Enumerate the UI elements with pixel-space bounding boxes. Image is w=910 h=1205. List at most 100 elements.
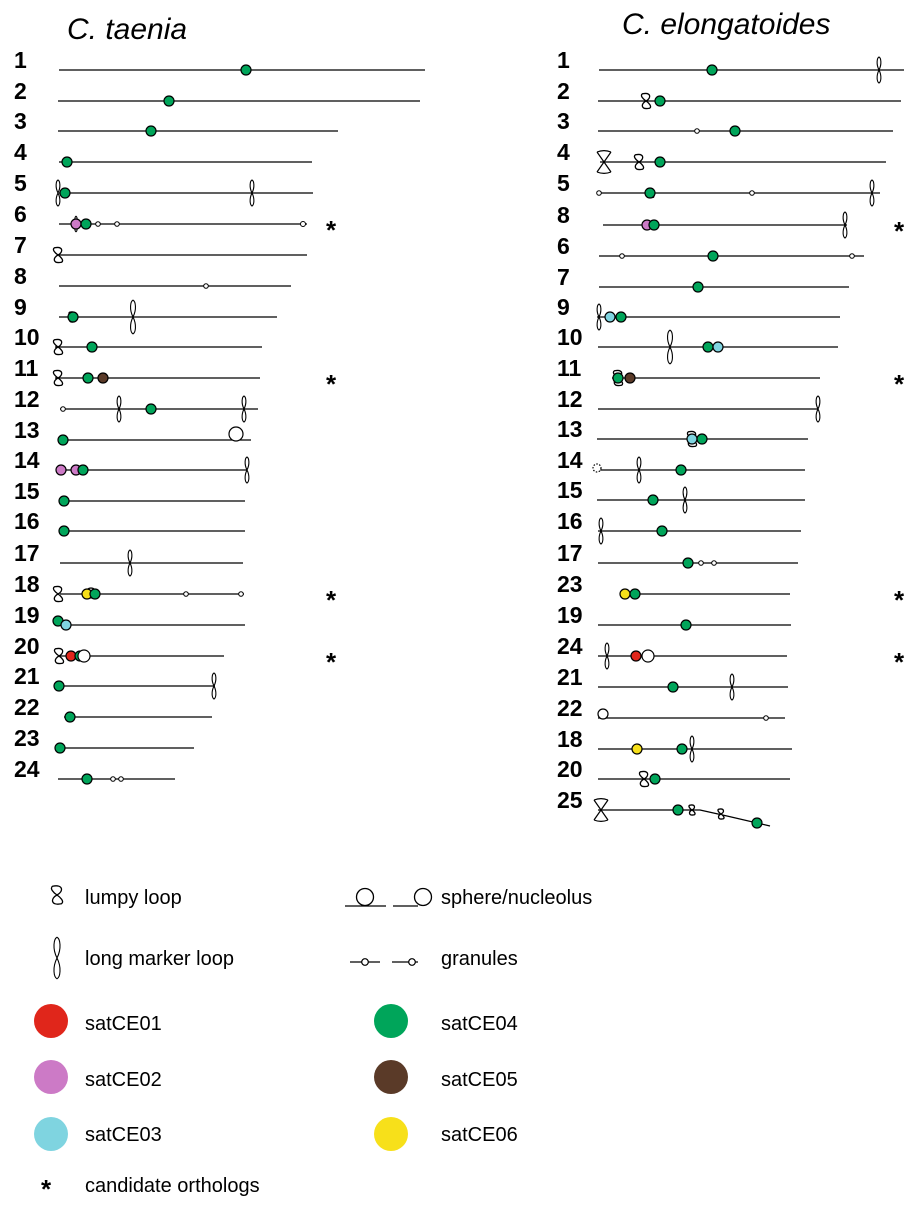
legend-label-sphere: sphere/nucleolus xyxy=(441,887,592,909)
chromosome-number: 23 xyxy=(14,725,40,751)
chromosome-number: 7 xyxy=(14,232,27,258)
legend-label-satce04: satCE04 xyxy=(441,1013,518,1035)
panel-c-elongatoides: 123458*6791011*12131415161723*1924*21221… xyxy=(557,47,905,829)
chromosome-row-9: 9 xyxy=(14,294,277,335)
legend-swatch-satce05 xyxy=(374,1060,408,1094)
legend-label-satce02: satCE02 xyxy=(85,1069,162,1091)
chromosome-number: 4 xyxy=(14,139,27,165)
long-marker-loop-icon xyxy=(682,486,688,514)
signal-satce01 xyxy=(630,650,642,662)
chromosome-number: 9 xyxy=(14,294,27,320)
signal-satce04 xyxy=(648,219,660,231)
chromosome-row-11: 11 * xyxy=(557,355,905,399)
chromosome-row-19: 19 xyxy=(14,602,245,631)
chromosome-row-25: 25 xyxy=(557,787,771,829)
signal-satce04 xyxy=(696,433,708,445)
legend-swatch-satce06 xyxy=(374,1117,408,1151)
chromosome-number: 11 xyxy=(14,355,39,381)
sphere-icon xyxy=(641,649,655,663)
bow-loop-icon xyxy=(596,149,612,175)
chromosome-row-18: 18 * xyxy=(14,571,337,615)
chromosome-number: 25 xyxy=(557,787,583,813)
signal-satce04 xyxy=(77,464,89,476)
long-marker-loop-icon xyxy=(636,456,642,484)
signal-satce04 xyxy=(692,281,704,293)
chromosome-row-8: 8 xyxy=(14,263,291,289)
chromosome-number: 3 xyxy=(14,108,27,134)
long-marker-loop-icon xyxy=(249,179,255,207)
signal-satce04 xyxy=(667,681,679,693)
chromosome-row-14: 14 xyxy=(14,447,250,484)
chromosome-number: 13 xyxy=(557,416,583,442)
granule-icon xyxy=(238,591,244,597)
chromosome-row-23: 23 xyxy=(14,725,194,754)
chromosome-number: 12 xyxy=(14,386,40,412)
chromosome-row-24: 24 * xyxy=(557,633,905,677)
chromosome-row-5: 5 xyxy=(557,170,880,207)
granules-legend-icon xyxy=(350,958,418,966)
legend: lumpy loop sphere/nucleolus long marker lo… xyxy=(34,885,592,1204)
legend-label-satce01: satCE01 xyxy=(85,1013,162,1035)
chromosome-row-15: 15 xyxy=(557,477,805,514)
chromosome-number: 23 xyxy=(557,571,583,597)
lumpy-loop-icon xyxy=(717,808,725,820)
signal-satce04 xyxy=(612,372,624,384)
lumpy-loop-icon xyxy=(52,338,64,356)
chromosome-row-17: 17 xyxy=(14,540,243,577)
long-marker-loop-icon xyxy=(876,56,882,84)
lumpy-loop-icon xyxy=(688,804,696,816)
chromosome-row-7: 7 xyxy=(557,264,849,293)
chromosome-row-22: 22 xyxy=(557,695,785,721)
signal-satce04 xyxy=(67,311,79,323)
signal-satce04 xyxy=(675,464,687,476)
legend-label-satce03: satCE03 xyxy=(85,1124,162,1146)
chromosome-row-2: 2 xyxy=(14,78,420,107)
chromosome-number: 1 xyxy=(557,47,570,73)
chromosome-number: 8 xyxy=(557,202,570,228)
signal-satce04 xyxy=(629,588,641,600)
signal-satce04 xyxy=(707,250,719,262)
lumpy-loop-icon xyxy=(52,585,64,603)
candidate-ortholog-star: * xyxy=(326,369,337,399)
granule-icon xyxy=(698,560,704,566)
long-marker-loop-icon xyxy=(244,456,250,484)
granule-icon xyxy=(619,253,625,259)
signal-satce03 xyxy=(686,433,698,445)
long-marker-loop-icon xyxy=(598,517,604,545)
signal-satce04 xyxy=(82,372,94,384)
long-marker-loop-icon xyxy=(127,549,133,577)
chromosome-number: 6 xyxy=(557,233,570,259)
long-marker-loop-icon xyxy=(689,735,695,763)
chromosome-number: 19 xyxy=(14,602,40,628)
signal-satce04 xyxy=(676,743,688,755)
granule-icon xyxy=(95,221,101,227)
chromosome-row-20: 20 xyxy=(557,756,790,788)
chromosome-row-4: 4 xyxy=(557,139,886,175)
chromosome-row-1: 1 xyxy=(14,47,425,76)
signal-satce05 xyxy=(97,372,109,384)
chromosome-number: 22 xyxy=(14,694,40,720)
granule-icon xyxy=(711,560,717,566)
signal-satce04 xyxy=(61,156,73,168)
chromosome-row-10: 10 xyxy=(14,324,262,356)
legend-swatch-satce04 xyxy=(374,1004,408,1038)
granule-icon xyxy=(596,190,602,196)
signal-satce03 xyxy=(60,619,72,631)
long-marker-loop-icon xyxy=(869,179,875,207)
chromosome-number: 21 xyxy=(557,664,583,690)
chromosome-number: 13 xyxy=(14,417,40,443)
chromosome-row-9: 9 xyxy=(557,294,840,331)
signal-satce02 xyxy=(55,464,67,476)
chromosome-row-2: 2 xyxy=(557,78,901,110)
long-marker-loop-icon xyxy=(815,395,821,423)
legend-label-granules: granules xyxy=(441,948,518,970)
chromosome-number: 6 xyxy=(14,201,27,227)
granule-icon xyxy=(183,591,189,597)
chromosome-row-1: 1 xyxy=(557,47,904,84)
long-marker-loop-icon xyxy=(596,303,602,331)
chromosome-number: 20 xyxy=(557,756,583,782)
chromosome-number: 2 xyxy=(557,78,570,104)
sphere-icon xyxy=(228,426,244,442)
candidate-ortholog-star: * xyxy=(326,215,337,245)
signal-satce04 xyxy=(59,187,71,199)
